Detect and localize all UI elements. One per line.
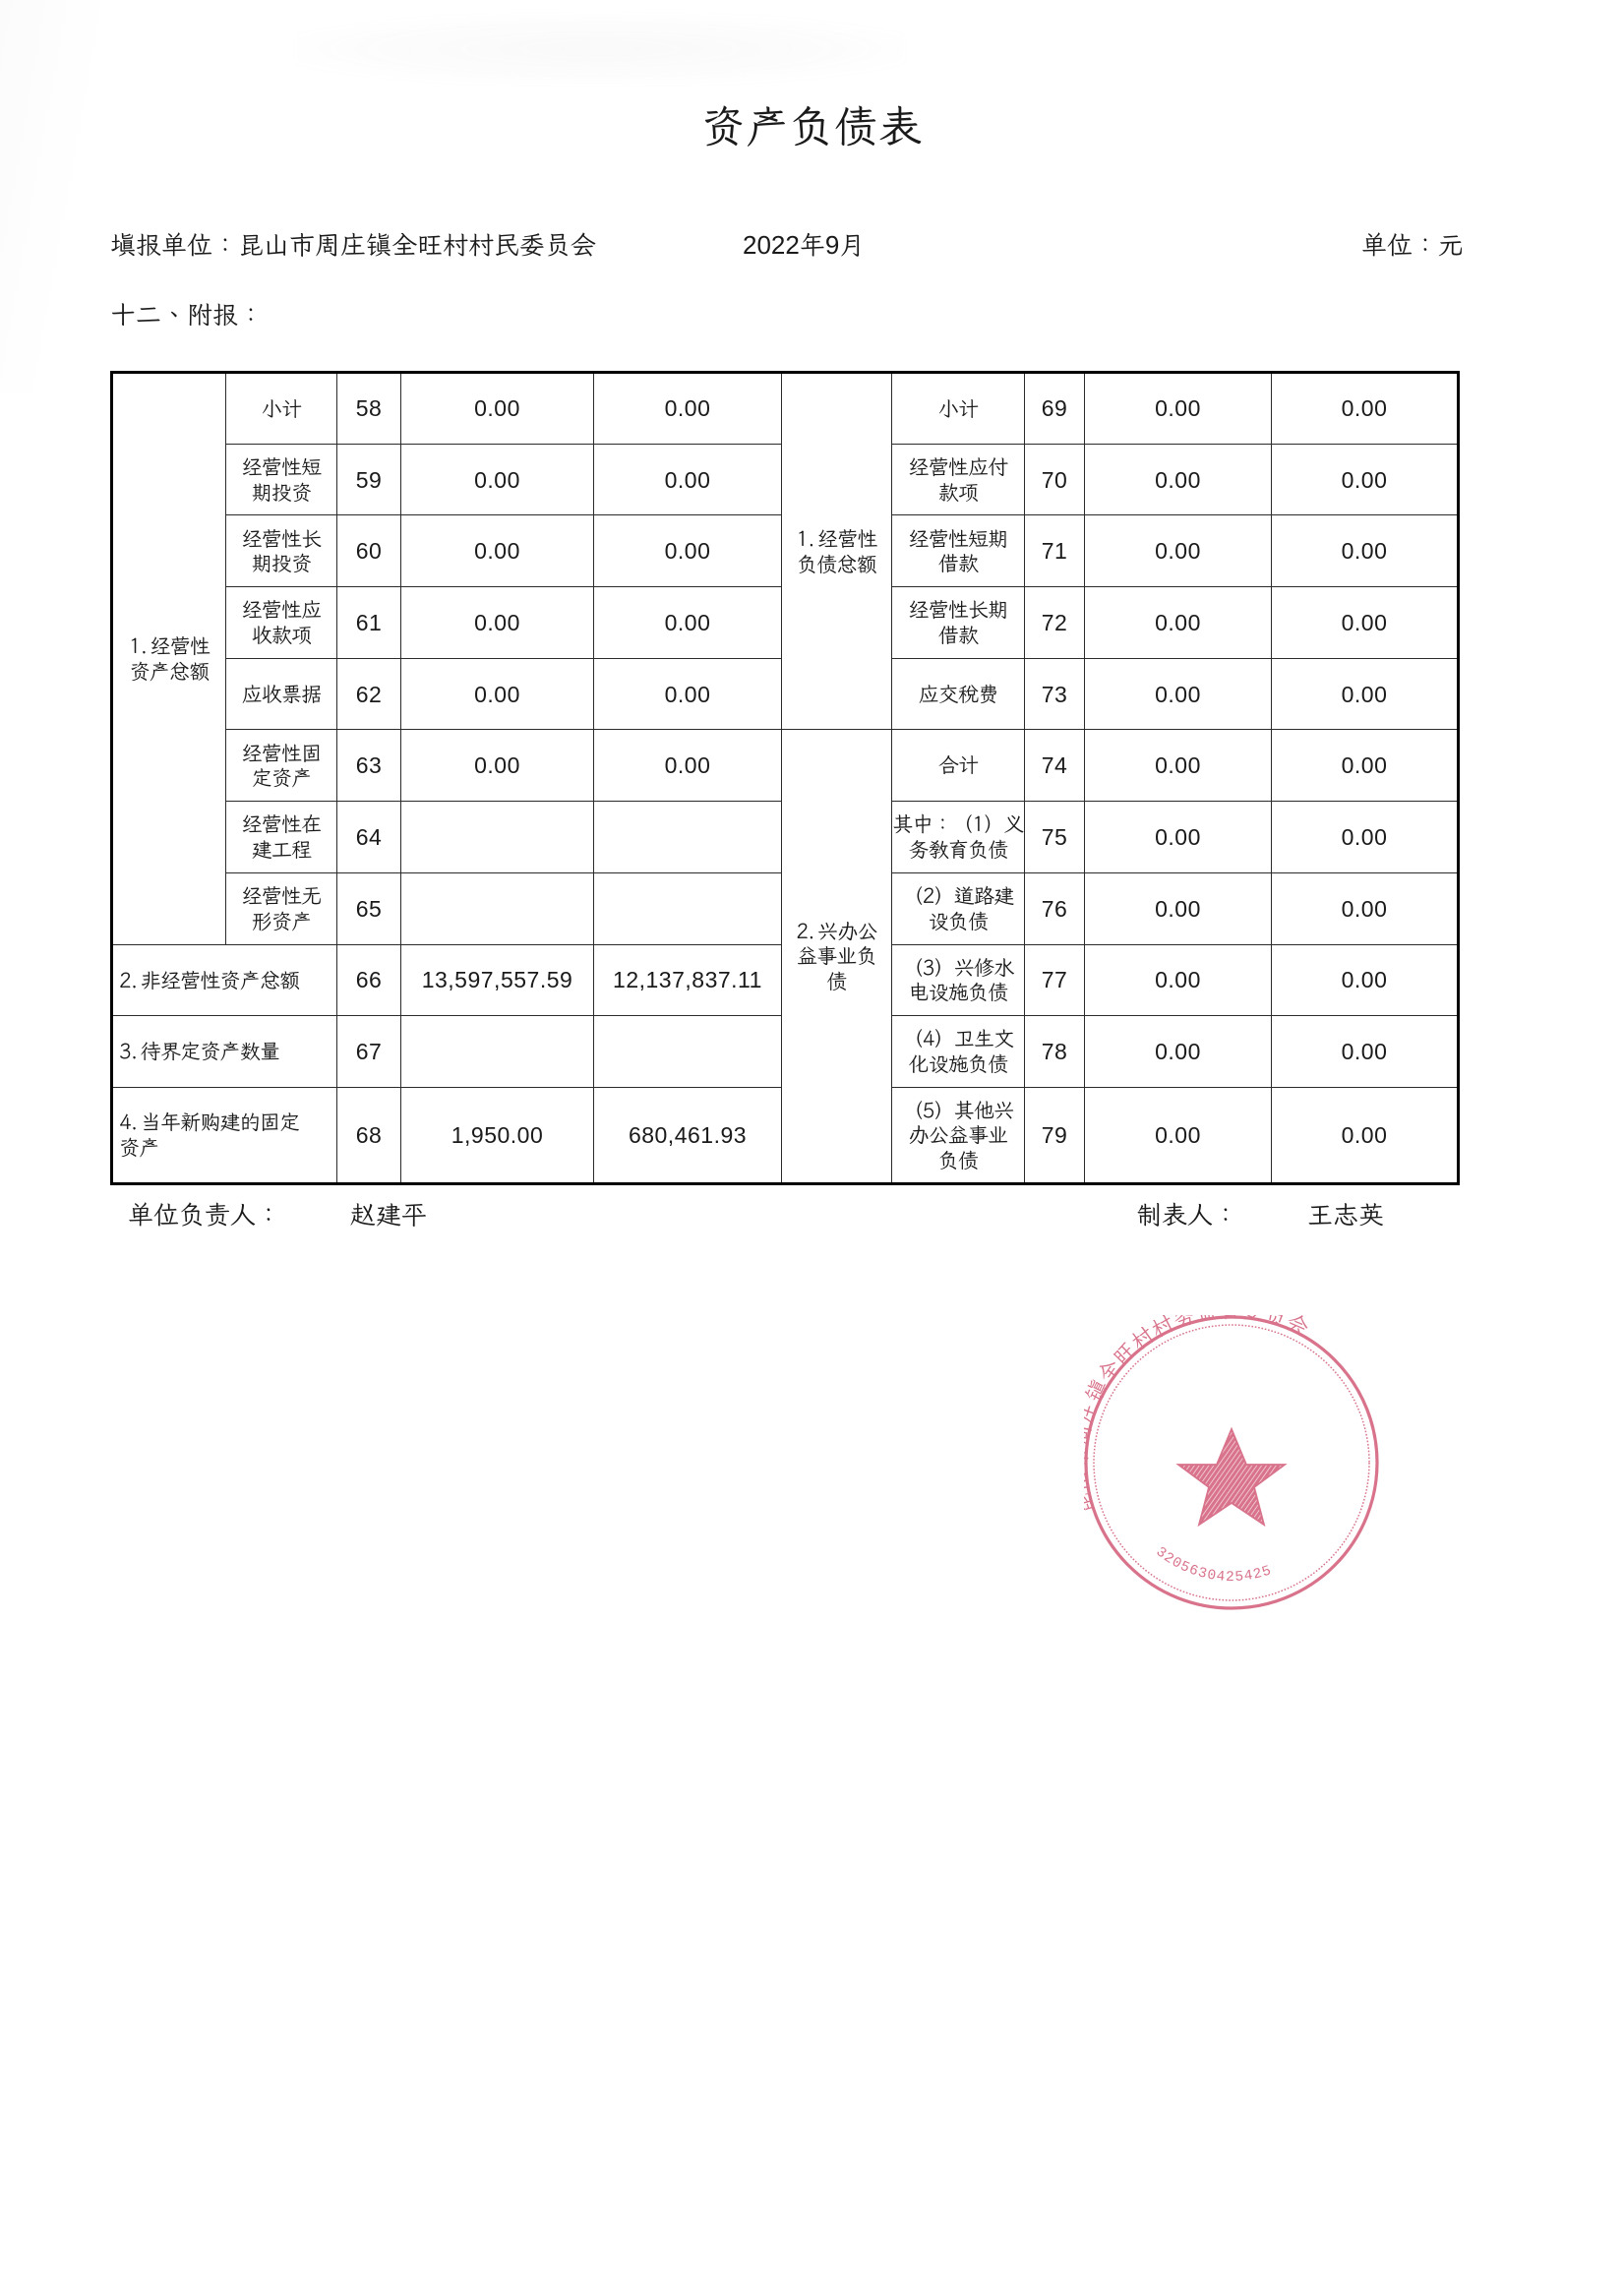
svg-text:3205630425425: 3205630425425 bbox=[1153, 1544, 1275, 1586]
svg-text:昆山市周庄镇全旺村村务监督委员会: 昆山市周庄镇全旺村村务监督委员会 bbox=[1084, 1315, 1314, 1519]
